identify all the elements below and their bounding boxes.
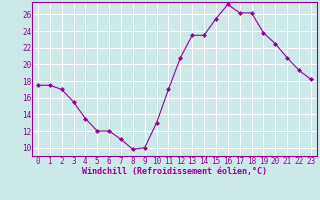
X-axis label: Windchill (Refroidissement éolien,°C): Windchill (Refroidissement éolien,°C)	[82, 167, 267, 176]
